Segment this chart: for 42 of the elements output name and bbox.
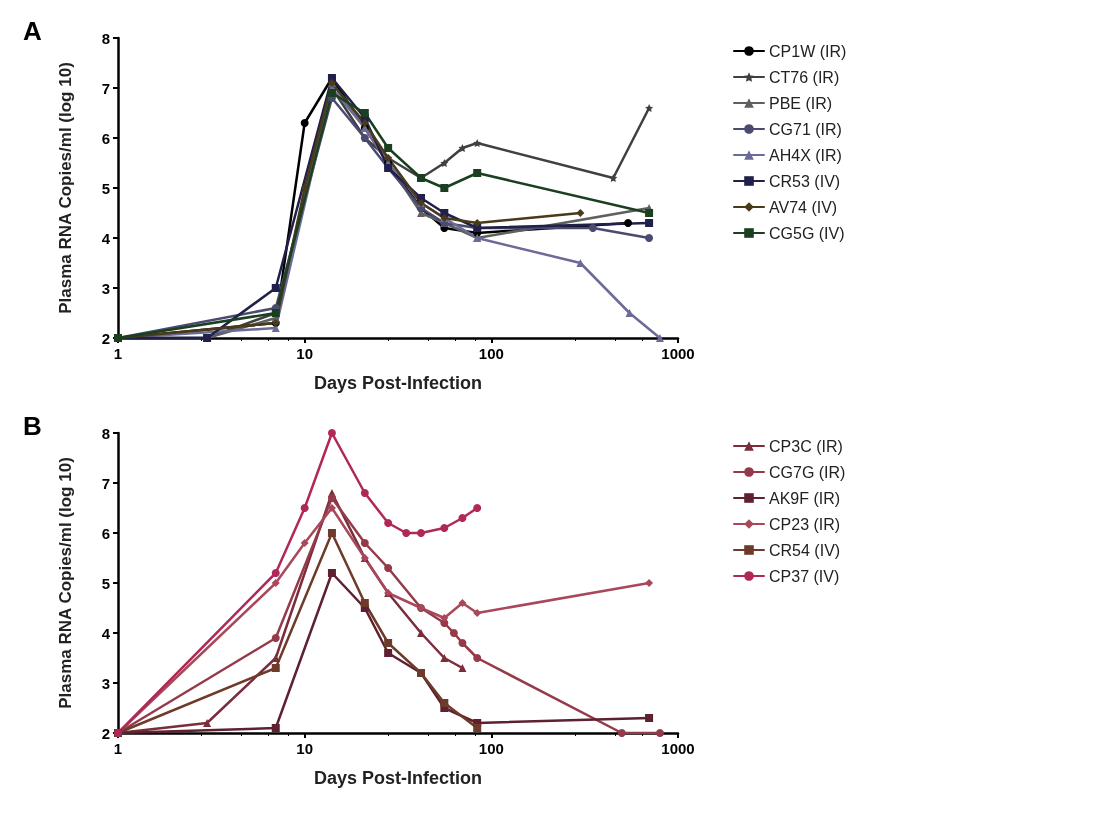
x-tick-label: 100 — [478, 740, 504, 757]
legend-label: AH4X (IR) — [769, 146, 842, 164]
x-tick-label: 100 — [478, 345, 504, 362]
y-tick-label: 4 — [101, 229, 111, 247]
y-tick-label: 7 — [101, 79, 110, 97]
y-tick-label: 3 — [101, 279, 110, 297]
legend-label: CT76 (IR) — [769, 68, 840, 86]
x-tick-label: 1000 — [661, 345, 695, 362]
legend-label: AK9F (IR) — [769, 489, 841, 507]
y-tick-label: 2 — [101, 329, 110, 347]
y-axis-title: Plasma RNA Copies/ml (log 10) — [56, 62, 75, 314]
chart-title: B — [23, 411, 42, 441]
legend-label: CP1W (IR) — [769, 42, 847, 60]
y-tick-label: 6 — [101, 129, 110, 147]
legend-label: CR53 (IV) — [769, 172, 841, 190]
x-axis-title: Days Post-Infection — [313, 373, 483, 393]
x-tick-label: 10 — [296, 345, 314, 362]
y-tick-label: 4 — [101, 624, 111, 642]
legend-label: CP3C (IR) — [769, 437, 843, 455]
y-tick-label: 7 — [101, 474, 110, 492]
x-tick-label: 1000 — [661, 740, 695, 757]
y-tick-label: 5 — [101, 179, 110, 197]
legend-label: PBE (IR) — [769, 94, 833, 112]
x-tick-label: 1 — [113, 740, 123, 757]
y-tick-label: 6 — [101, 524, 110, 542]
legend-label: CP37 (IV) — [769, 567, 840, 585]
x-axis-title: Days Post-Infection — [313, 768, 483, 788]
legend-label: CG7G (IR) — [769, 463, 846, 481]
y-tick-label: 5 — [101, 574, 110, 592]
y-tick-label: 3 — [101, 674, 110, 692]
x-tick-label: 10 — [296, 740, 314, 757]
y-tick-label: 8 — [101, 424, 110, 442]
y-tick-label: 2 — [101, 724, 110, 742]
legend-label: CP23 (IR) — [769, 515, 841, 533]
legend-label: AV74 (IV) — [769, 198, 838, 216]
legend-label: CG71 (IR) — [769, 120, 842, 138]
y-axis-title: Plasma RNA Copies/ml (log 10) — [56, 457, 75, 709]
legend-label: CG5G (IV) — [769, 224, 845, 242]
chart-title: A — [23, 16, 42, 46]
y-tick-label: 8 — [101, 29, 110, 47]
x-tick-label: 1 — [113, 345, 123, 362]
legend-label: CR54 (IV) — [769, 541, 841, 559]
